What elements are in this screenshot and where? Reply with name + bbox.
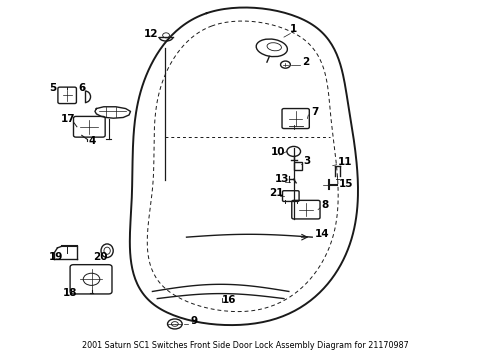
Text: 18: 18 [63, 288, 78, 298]
Text: 6: 6 [78, 83, 86, 93]
Text: 2: 2 [302, 57, 310, 67]
Text: 11: 11 [338, 157, 352, 167]
Text: 15: 15 [339, 179, 353, 189]
Text: 4: 4 [88, 136, 96, 146]
Text: 12: 12 [144, 29, 158, 39]
Text: 9: 9 [191, 316, 197, 326]
Text: 2001 Saturn SC1 Switches Front Side Door Lock Assembly Diagram for 21170987: 2001 Saturn SC1 Switches Front Side Door… [82, 341, 408, 350]
Text: 1: 1 [290, 24, 297, 35]
Text: 16: 16 [221, 295, 236, 305]
Text: 8: 8 [321, 200, 328, 210]
Text: 21: 21 [270, 188, 284, 198]
Text: 10: 10 [271, 147, 285, 157]
Text: 17: 17 [61, 114, 75, 124]
Text: 14: 14 [315, 229, 330, 239]
Bar [294, 162, 302, 170]
Text: 3: 3 [303, 156, 311, 166]
Text: 13: 13 [275, 174, 290, 184]
Text: 19: 19 [49, 252, 64, 262]
Text: 7: 7 [311, 107, 318, 117]
Text: 5: 5 [49, 83, 56, 93]
Text: 20: 20 [93, 252, 107, 262]
